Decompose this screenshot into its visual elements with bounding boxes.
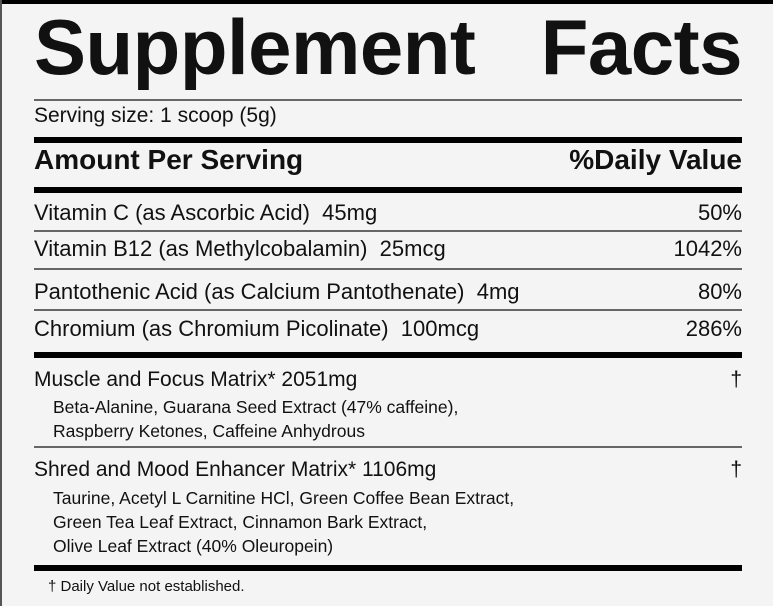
nutrient-row: Vitamin B12 (as Methylcobalamin) 25mcg 1…	[34, 236, 742, 262]
amount-per-serving-header: Amount Per Serving	[34, 144, 304, 175]
top-border	[0, 0, 773, 4]
nutrient-row: Pantothenic Acid (as Calcium Pantothenat…	[34, 279, 742, 305]
divider	[34, 309, 742, 311]
serving-size: Serving size: 1 scoop (5g)	[34, 104, 277, 127]
title-word-1: Supplement	[34, 3, 476, 91]
nutrient-dv: 50%	[697, 200, 742, 225]
divider	[34, 230, 742, 232]
matrix-dv: †	[730, 368, 742, 391]
divider	[34, 99, 742, 101]
column-header: Amount Per Serving %Daily Value	[34, 144, 742, 176]
nutrient-dv: 1042%	[673, 236, 742, 261]
nutrient-name-amount: Vitamin B12 (as Methylcobalamin) 25mcg	[34, 236, 446, 261]
matrix-row: Muscle and Focus Matrix* 2051mg †	[34, 368, 742, 392]
nutrient-name-amount: Chromium (as Chromium Picolinate) 100mcg	[34, 316, 480, 341]
daily-value-header: %Daily Value	[569, 144, 742, 175]
matrix-name: Shred and Mood Enhancer Matrix* 1106mg	[34, 458, 437, 481]
divider-thick	[34, 137, 742, 143]
divider-thick	[34, 565, 742, 571]
footnote: † Daily Value not established.	[48, 578, 245, 595]
left-border	[0, 0, 2, 606]
matrix-name: Muscle and Focus Matrix* 2051mg	[34, 368, 358, 391]
nutrient-name-amount: Vitamin C (as Ascorbic Acid) 45mg	[34, 200, 378, 225]
matrix-ingredients: Beta-Alanine, Guarana Seed Extract (47% …	[53, 397, 459, 417]
divider-thick	[34, 352, 742, 358]
matrix-ingredients: Taurine, Acetyl L Carnitine HCl, Green C…	[53, 488, 515, 508]
nutrient-dv: 80%	[697, 279, 742, 304]
divider	[34, 446, 742, 448]
matrix-ingredients: Olive Leaf Extract (40% Oleuropein)	[53, 536, 334, 556]
matrix-row: Shred and Mood Enhancer Matrix* 1106mg †	[34, 458, 742, 482]
nutrient-row: Vitamin C (as Ascorbic Acid) 45mg 50%	[34, 200, 742, 226]
divider-thick	[34, 187, 742, 193]
nutrient-name-amount: Pantothenic Acid (as Calcium Pantothenat…	[34, 279, 520, 304]
divider	[34, 268, 742, 270]
nutrient-row: Chromium (as Chromium Picolinate) 100mcg…	[34, 316, 742, 342]
nutrient-dv: 286%	[685, 316, 742, 341]
matrix-dv: †	[730, 458, 742, 481]
title-word-2: Facts	[540, 3, 743, 91]
label-title: Supplement Facts	[34, 3, 743, 91]
matrix-ingredients: Green Tea Leaf Extract, Cinnamon Bark Ex…	[53, 512, 428, 532]
matrix-ingredients: Raspberry Ketones, Caffeine Anhydrous	[53, 421, 365, 441]
